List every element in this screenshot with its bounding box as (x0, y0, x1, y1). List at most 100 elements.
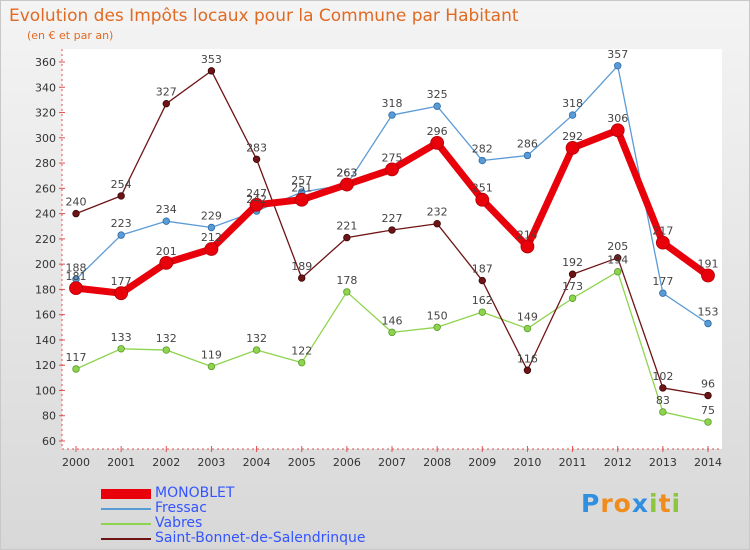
data-label-monoblet: 263 (336, 167, 357, 180)
data-point-monoblet (385, 162, 399, 177)
x-tick-label: 2000 (62, 456, 90, 469)
data-label-saint-bonnet-de-salendrinque: 116 (517, 352, 538, 365)
data-label-fressac: 229 (201, 209, 222, 222)
y-tick-label: 300 (35, 132, 56, 145)
data-point-vabres (388, 328, 396, 337)
chart-title: Evolution des Impôts locaux pour la Comm… (9, 6, 519, 26)
data-point-fressac (388, 111, 396, 119)
data-point-fressac (162, 217, 170, 225)
data-label-vabres: 75 (701, 404, 715, 417)
data-label-saint-bonnet-de-salendrinque: 232 (427, 206, 448, 219)
data-label-fressac: 234 (156, 203, 177, 216)
data-label-saint-bonnet-de-salendrinque: 227 (382, 212, 403, 225)
legend-label-monoblet: MONOBLET (155, 485, 235, 501)
data-point-fressac (478, 156, 486, 165)
y-tick-label: 360 (35, 56, 56, 69)
logo-letter: x (631, 489, 649, 518)
data-point-vabres (252, 346, 261, 354)
data-label-saint-bonnet-de-salendrinque: 102 (652, 370, 673, 383)
data-label-fressac: 318 (382, 97, 403, 110)
data-label-vabres: 162 (472, 294, 493, 307)
y-tick-label: 280 (35, 157, 56, 170)
data-label-fressac: 357 (607, 48, 628, 61)
x-tick-label: 2004 (243, 456, 271, 469)
data-point-monoblet (339, 177, 354, 192)
data-label-monoblet: 251 (291, 182, 312, 195)
data-label-monoblet: 292 (562, 130, 583, 143)
data-point-saint-bonnet-de-salendrinque (298, 274, 306, 282)
data-label-saint-bonnet-de-salendrinque: 327 (156, 86, 177, 99)
data-point-monoblet (475, 192, 490, 207)
data-point-vabres (298, 358, 306, 367)
data-label-fressac: 188 (66, 261, 87, 274)
logo-letter: i (671, 489, 682, 518)
data-point-fressac (659, 289, 667, 297)
data-point-monoblet (565, 141, 580, 155)
y-tick-label: 60 (42, 435, 56, 448)
data-label-saint-bonnet-de-salendrinque: 189 (291, 260, 312, 273)
data-label-fressac: 263 (336, 167, 357, 180)
legend-swatch-vabres (101, 523, 151, 525)
data-label-monoblet: 177 (111, 275, 132, 288)
data-point-saint-bonnet-de-salendrinque (478, 276, 486, 285)
data-point-saint-bonnet-de-salendrinque (388, 226, 396, 234)
logo-letter: i (649, 489, 659, 518)
data-point-monoblet (204, 242, 219, 256)
x-tick-label: 2005 (288, 456, 316, 469)
data-label-saint-bonnet-de-salendrinque: 96 (701, 378, 715, 391)
data-point-monoblet (114, 286, 129, 301)
legend-label-saint-bonnet: Saint-Bonnet-de-Salendrinque (155, 530, 366, 546)
data-label-fressac: 223 (111, 217, 132, 230)
data-point-monoblet (701, 268, 715, 283)
x-tick-label: 2012 (604, 456, 632, 469)
y-tick-label: 160 (35, 309, 56, 322)
data-label-vabres: 122 (291, 345, 312, 358)
legend-swatch-fressac (101, 508, 151, 510)
data-label-vabres: 178 (336, 274, 357, 287)
data-label-monoblet: 201 (156, 245, 177, 258)
x-tick-label: 2001 (107, 456, 135, 469)
data-label-fressac: 282 (472, 143, 493, 156)
data-point-vabres (568, 294, 577, 302)
data-point-monoblet (69, 281, 83, 296)
data-point-vabres (478, 308, 486, 316)
x-tick-label: 2007 (378, 456, 406, 469)
data-label-monoblet: 214 (517, 228, 538, 241)
data-point-vabres (162, 346, 170, 354)
data-label-vabres: 119 (201, 348, 222, 361)
data-point-monoblet (159, 255, 174, 270)
data-label-fressac: 318 (562, 97, 583, 110)
data-point-vabres (659, 408, 667, 416)
data-point-vabres (72, 365, 80, 373)
legend-label-fressac: Fressac (155, 500, 207, 516)
x-tick-label: 2009 (468, 456, 496, 469)
logo-letter: t (658, 489, 672, 518)
data-point-saint-bonnet-de-salendrinque (659, 384, 667, 392)
chart-subtitle: (en € et par an) (27, 29, 114, 42)
data-label-monoblet: 296 (427, 125, 448, 138)
data-label-monoblet: 251 (472, 182, 493, 195)
x-tick-label: 2006 (333, 456, 361, 469)
y-tick-label: 320 (35, 107, 56, 120)
data-label-fressac: 242 (246, 193, 267, 206)
data-label-fressac: 177 (652, 275, 673, 288)
data-point-fressac (433, 102, 441, 110)
data-point-monoblet (520, 239, 535, 254)
data-point-saint-bonnet-de-salendrinque (343, 233, 351, 242)
logo-letter: o (613, 489, 632, 518)
y-tick-label: 100 (35, 384, 56, 397)
data-label-vabres: 146 (382, 314, 403, 327)
data-point-monoblet (249, 197, 264, 212)
y-tick-label: 80 (42, 410, 56, 423)
data-point-saint-bonnet-de-salendrinque (614, 254, 622, 262)
y-tick-label: 120 (35, 359, 56, 372)
legend-label-vabres: Vabres (155, 515, 203, 531)
data-point-fressac (614, 62, 622, 70)
data-point-monoblet (655, 235, 670, 250)
data-label-saint-bonnet-de-salendrinque: 205 (607, 240, 628, 253)
data-label-monoblet: 212 (201, 231, 222, 244)
y-tick-label: 200 (35, 258, 56, 271)
data-point-monoblet (294, 192, 309, 207)
